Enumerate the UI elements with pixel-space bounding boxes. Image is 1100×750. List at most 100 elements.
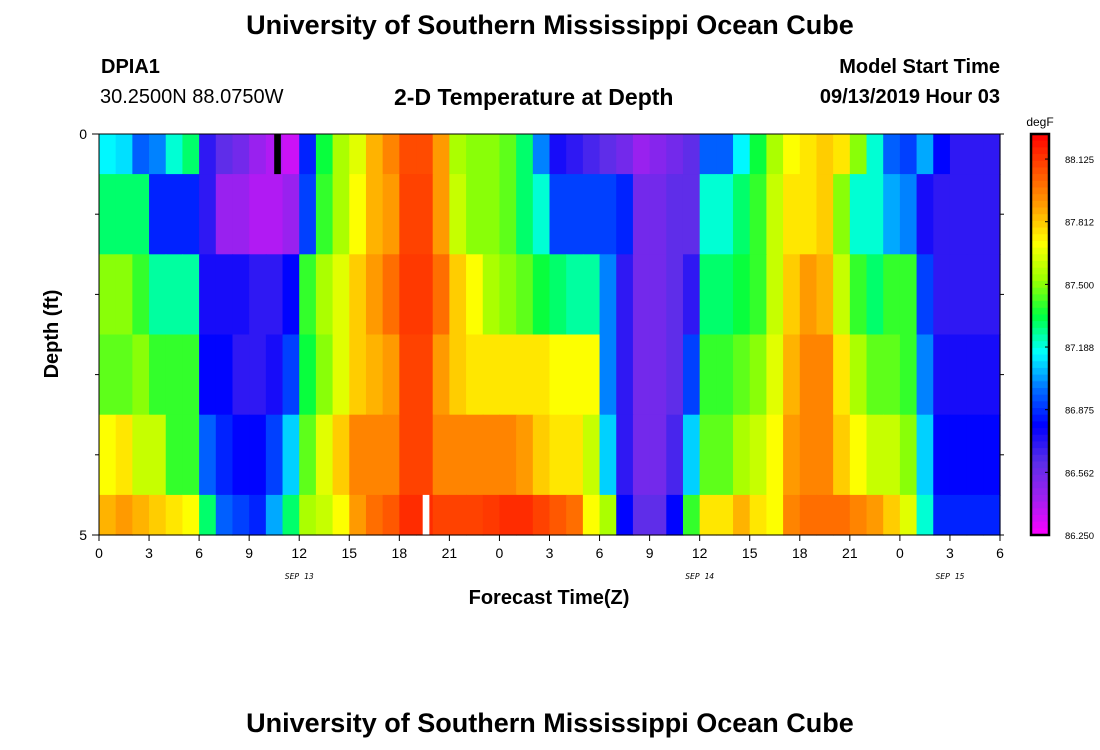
heatmap-cell [599, 414, 617, 496]
heatmap-cell [132, 334, 150, 416]
colorbar-segment [1031, 260, 1049, 269]
heatmap-cell [516, 174, 534, 255]
heatmap-cell [816, 174, 834, 255]
heatmap-cell [516, 334, 534, 416]
heatmap-cell [282, 334, 300, 416]
colorbar-segment [1031, 234, 1049, 242]
heatmap-cell [532, 494, 551, 536]
heatmap-cell [883, 174, 901, 255]
colorbar-segment [1031, 394, 1049, 402]
heatmap-cell [766, 414, 784, 496]
colorbar-segment [1031, 414, 1049, 422]
heatmap-cell [599, 174, 617, 255]
colorbar-segment [1031, 401, 1049, 409]
heatmap-cell [132, 494, 150, 536]
heatmap-cell [632, 414, 651, 496]
heatmap-cell [716, 494, 734, 536]
heatmap-cell [916, 494, 934, 536]
heatmap-cell [282, 174, 300, 255]
heatmap-cell [949, 134, 968, 175]
colorbar-segment [1031, 200, 1049, 209]
colorbar-tick-label: 86.250 [1065, 531, 1094, 542]
heatmap-cell [966, 414, 984, 496]
colorbar: degF 86.250 86.562 86.875 87.188 87.500 87.812… [1026, 115, 1094, 542]
heatmap-cell [582, 494, 601, 536]
heatmap-cell [99, 254, 117, 336]
heatmap-cell [232, 174, 250, 255]
heatmap-cell [616, 134, 634, 175]
colorbar-tick-label: 87.500 [1065, 280, 1094, 291]
heatmap-cell [416, 134, 434, 175]
colorbar-segment [1031, 381, 1049, 389]
heatmap-cell [299, 134, 317, 175]
heatmap-cell [482, 334, 501, 416]
heatmap-cell [365, 414, 384, 496]
heatmap-cell [816, 334, 834, 416]
colorbar-segment [1031, 247, 1049, 255]
heatmap-cell [516, 414, 534, 496]
heatmap-cell [783, 334, 801, 416]
heatmap-cell [883, 494, 901, 536]
heatmap-cell [165, 254, 184, 336]
black-marker [274, 134, 281, 175]
heatmap-cell [115, 414, 133, 496]
heatmap-cell [482, 174, 501, 255]
heatmap-cell [549, 134, 567, 175]
colorbar-segment [1031, 301, 1049, 309]
colorbar-tick-label: 86.875 [1065, 406, 1094, 417]
heatmap-cell [215, 494, 234, 536]
x-tick-label: 15 [341, 545, 357, 561]
colorbar-segment [1031, 374, 1049, 382]
heatmap-cell [933, 254, 951, 336]
heatmap-cell [799, 254, 818, 336]
heatmap-cell [349, 334, 367, 416]
heatmap-cell [599, 134, 617, 175]
heatmap-cell [315, 174, 334, 255]
heatmap-cell [382, 174, 400, 255]
heatmap-cell [132, 254, 150, 336]
x-tick-label: 0 [896, 545, 904, 561]
heatmap-cell [232, 414, 250, 496]
heatmap-cell [99, 494, 117, 536]
heatmap-cell [699, 494, 717, 536]
heatmap-cell [833, 174, 851, 255]
colorbar-segment [1031, 474, 1049, 483]
colorbar-segment [1031, 174, 1049, 182]
colorbar-segment [1031, 367, 1049, 376]
heatmap-cell [816, 254, 834, 336]
heatmap-cell [249, 414, 267, 496]
heatmap-cell [899, 254, 918, 336]
heatmap-cell [99, 414, 117, 496]
heatmap-cell [799, 334, 818, 416]
heatmap-cell [833, 494, 851, 536]
heatmap-cell [232, 334, 250, 416]
colorbar-tick-label: 88.125 [1065, 155, 1094, 166]
heatmap-cell [666, 334, 684, 416]
heatmap-cell [332, 254, 350, 336]
heatmap-cell [899, 134, 918, 175]
colorbar-segment [1031, 180, 1049, 189]
heatmap-cell [249, 334, 267, 416]
colorbar-segment [1031, 281, 1049, 289]
heatmap-cell [399, 134, 417, 175]
heatmap-cell [466, 334, 484, 416]
heatmap-cell [733, 494, 751, 536]
heatmap-cell [699, 334, 717, 416]
heatmap-cell [382, 414, 400, 496]
heatmap-cell [215, 254, 234, 336]
heatmap-cell [833, 134, 851, 175]
y-axis: 05 [79, 126, 1004, 543]
heatmap-cell [582, 174, 601, 255]
heatmap-cell [365, 334, 384, 416]
heatmap-cell [566, 134, 584, 175]
heatmap-cell [199, 494, 217, 536]
heatmap-cell [866, 174, 884, 255]
colorbar-segment [1031, 307, 1049, 316]
heatmap-cell [215, 334, 234, 416]
colorbar-unit: degF [1026, 115, 1053, 129]
heatmap-cell [849, 134, 868, 175]
heatmap-cell [582, 334, 601, 416]
colorbar-segment [1031, 454, 1049, 463]
heatmap-cell [666, 174, 684, 255]
heatmap-cell [582, 254, 601, 336]
